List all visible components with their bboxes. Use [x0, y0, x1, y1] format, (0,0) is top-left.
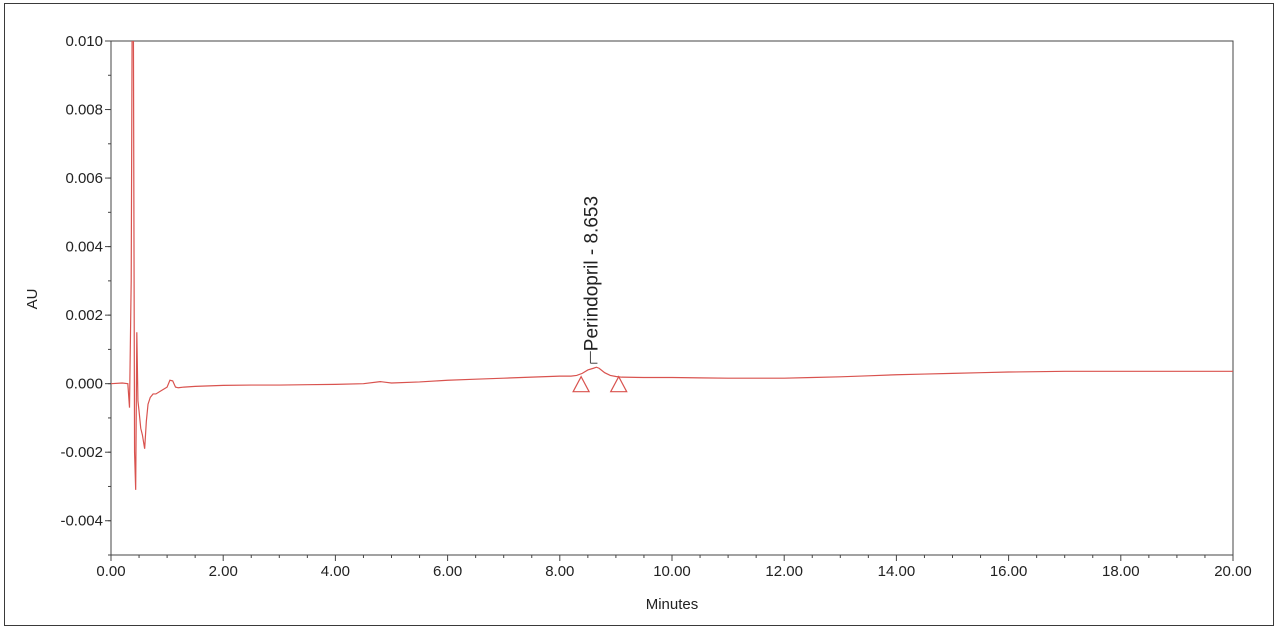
x-axis-ticks: 0.00 2.00 4.00 6.00 8.00 10.00 12.00 14.00 16.00…: [96, 555, 1252, 580]
series-line-0: [111, 41, 1233, 490]
y-tick-label: 0.002: [65, 307, 103, 324]
x-tick-label: 2.00: [209, 563, 238, 580]
y-tick-label: 0.006: [65, 170, 103, 187]
annotation-layer: Perindopril - 8.653: [572, 196, 628, 393]
series-layer: [111, 41, 1233, 490]
x-tick-label: 14.00: [878, 563, 916, 580]
x-tick-label: 6.00: [433, 563, 462, 580]
chart-frame: 0.00 2.00 4.00 6.00 8.00 10.00 12.00 14.00 16.00…: [4, 3, 1274, 626]
x-tick-label: 4.00: [321, 563, 350, 580]
peak-label: Perindopril - 8.653: [581, 196, 602, 351]
x-tick-label: 18.00: [1102, 563, 1140, 580]
x-tick-label: 12.00: [765, 563, 803, 580]
plot-area-border: [110, 40, 1234, 556]
integration-marker: [572, 375, 591, 393]
y-tick-label: 0.000: [65, 376, 103, 393]
x-tick-label: 16.00: [990, 563, 1028, 580]
y-tick-label: 0.008: [65, 102, 103, 119]
y-tick-label: 0.010: [65, 33, 103, 50]
y-tick-label: -0.002: [60, 444, 103, 461]
x-tick-label: 0.00: [96, 563, 125, 580]
y-axis-title: AU: [24, 289, 41, 310]
x-axis-title: Minutes: [646, 596, 699, 613]
x-tick-label: 20.00: [1214, 563, 1252, 580]
chromatogram-chart: 0.00 2.00 4.00 6.00 8.00 10.00 12.00 14.00 16.00…: [24, 33, 1252, 613]
integration-marker: [609, 375, 628, 393]
y-tick-label: 0.004: [65, 239, 103, 256]
y-axis-ticks: 0.010 0.008 0.006 0.004 0.002 0.000 -0.002 -0.0…: [60, 33, 111, 556]
x-tick-label: 8.00: [545, 563, 574, 580]
y-tick-label: -0.004: [60, 513, 103, 530]
x-tick-label: 10.00: [653, 563, 691, 580]
